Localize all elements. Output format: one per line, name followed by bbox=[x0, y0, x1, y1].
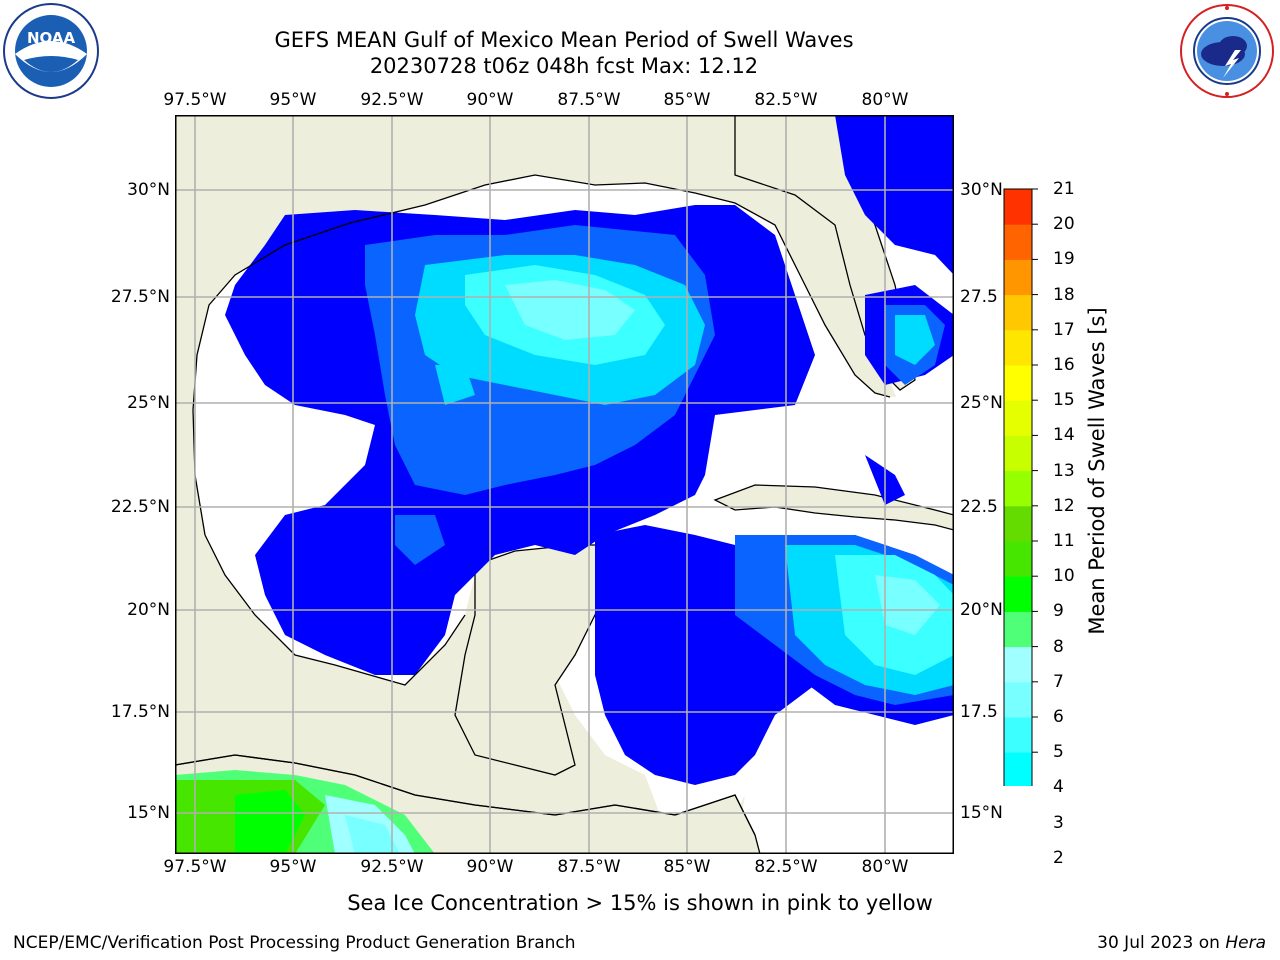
lon-label-top: 97.5°W bbox=[163, 90, 227, 110]
footer-credit: NCEP/EMC/Verification Post Processing Pr… bbox=[13, 933, 576, 953]
colorbar-tick-label: 19 bbox=[1053, 249, 1075, 270]
colorbar-segment bbox=[1004, 365, 1032, 401]
lon-label-top: 92.5°W bbox=[360, 90, 424, 110]
lon-label-bottom: 82.5°W bbox=[754, 857, 818, 877]
noaa-logo-text: NOAA bbox=[27, 29, 76, 47]
colorbar-segment bbox=[1004, 611, 1032, 648]
lat-label-left: 20°N bbox=[127, 600, 170, 620]
lat-label-left: 25°N bbox=[127, 393, 170, 413]
lon-label-bottom: 95°W bbox=[269, 857, 317, 877]
colorbar-tick-label: 7 bbox=[1053, 671, 1064, 692]
map-panel bbox=[175, 115, 954, 854]
colorbar-tick-label: 21 bbox=[1053, 179, 1075, 199]
colorbar-segment bbox=[1004, 189, 1032, 225]
colorbar-segment bbox=[1004, 505, 1032, 542]
colorbar-segment bbox=[1004, 259, 1032, 296]
lon-label-bottom: 85°W bbox=[663, 857, 711, 877]
colorbar-tick-label: 10 bbox=[1053, 566, 1075, 587]
coastlines bbox=[175, 174, 891, 836]
colorbar-segment bbox=[1004, 576, 1032, 612]
lat-label-right: 17.5 bbox=[960, 702, 998, 722]
lon-label-bottom: 92.5°W bbox=[360, 857, 424, 877]
colorbar-tick-label: 8 bbox=[1053, 636, 1064, 657]
colorbar-segment bbox=[1004, 294, 1032, 331]
lat-label-left: 15°N bbox=[127, 803, 170, 823]
colorbar-tick-label: 2 bbox=[1053, 847, 1064, 868]
lon-label-top: 85°W bbox=[663, 90, 711, 110]
colorbar-segment bbox=[1004, 329, 1032, 366]
colorbar bbox=[1003, 188, 1038, 786]
noaa-logo: NOAA bbox=[3, 3, 99, 99]
colorbar-tick-label: 11 bbox=[1053, 531, 1075, 551]
colorbar-segment bbox=[1004, 681, 1032, 718]
colorbar-segment bbox=[1004, 400, 1032, 436]
nws-logo bbox=[1180, 4, 1274, 98]
colorbar-tick-label: 6 bbox=[1053, 707, 1064, 727]
colorbar-segment bbox=[1004, 646, 1032, 683]
footer-date-text: 30 Jul 2023 on bbox=[1097, 933, 1226, 953]
colorbar-tick-label: 13 bbox=[1053, 460, 1075, 481]
lon-label-top: 82.5°W bbox=[754, 90, 818, 110]
colorbar-tick-label: 14 bbox=[1053, 425, 1075, 446]
lat-label-left: 27.5°N bbox=[110, 287, 170, 307]
lat-label-left: 17.5°N bbox=[110, 702, 170, 722]
colorbar-tick-label: 12 bbox=[1053, 495, 1075, 516]
chart-subtitle: 20230728 t06z 048h fcst Max: 12.12 bbox=[369, 54, 759, 78]
colorbar-segment bbox=[1004, 470, 1032, 507]
sea-ice-note: Sea Ice Concentration > 15% is shown in … bbox=[347, 891, 933, 915]
lon-label-top: 87.5°W bbox=[557, 90, 621, 110]
lat-label-left: 22.5°N bbox=[110, 497, 170, 517]
lon-label-top: 80°W bbox=[861, 90, 909, 110]
colorbar-tick-label: 4 bbox=[1053, 777, 1064, 798]
lon-label-bottom: 90°W bbox=[466, 857, 514, 877]
lat-label-left: 30°N bbox=[127, 180, 170, 200]
footer-machine: Hera bbox=[1225, 933, 1266, 953]
lat-label-right: 25°N bbox=[960, 393, 1003, 413]
colorbar-tick-label: 3 bbox=[1053, 812, 1064, 833]
colorbar-tick-label: 20 bbox=[1053, 214, 1075, 235]
lat-label-right: 27.5 bbox=[960, 287, 998, 307]
colorbar-segment bbox=[1004, 224, 1032, 260]
colorbar-segment bbox=[1004, 541, 1032, 577]
colorbar-segment bbox=[1004, 752, 1032, 786]
lon-label-bottom: 97.5°W bbox=[163, 857, 227, 877]
colorbar-tick-label: 16 bbox=[1053, 355, 1075, 375]
colorbar-tick-label: 18 bbox=[1053, 284, 1075, 305]
colorbar-tick-label: 9 bbox=[1053, 601, 1064, 622]
lat-label-right: 22.5 bbox=[960, 497, 998, 517]
colorbar-segment bbox=[1004, 435, 1032, 472]
graticule bbox=[175, 115, 954, 854]
lon-label-top: 90°W bbox=[466, 90, 514, 110]
colorbar-title: Mean Period of Swell Waves [s] bbox=[1085, 307, 1109, 635]
lon-label-bottom: 80°W bbox=[861, 857, 909, 877]
lat-label-right: 20°N bbox=[960, 600, 1003, 620]
chart-title: GEFS MEAN Gulf of Mexico Mean Period of … bbox=[274, 28, 854, 52]
lat-label-right: 30°N bbox=[960, 180, 1003, 200]
colorbar-segment bbox=[1004, 717, 1032, 753]
lon-label-top: 95°W bbox=[269, 90, 317, 110]
footer-date: 30 Jul 2023 on Hera bbox=[1097, 933, 1266, 953]
lon-label-bottom: 87.5°W bbox=[557, 857, 621, 877]
colorbar-tick-label: 17 bbox=[1053, 319, 1075, 340]
colorbar-tick-label: 5 bbox=[1053, 742, 1064, 763]
colorbar-tick-label: 15 bbox=[1053, 390, 1075, 411]
lat-label-right: 15°N bbox=[960, 803, 1003, 823]
